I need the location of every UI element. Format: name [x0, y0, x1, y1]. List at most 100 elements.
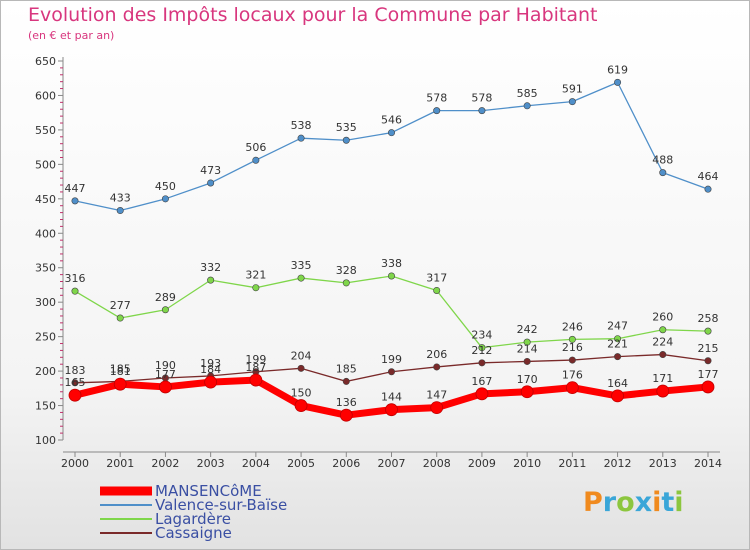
logo-letter: t — [661, 487, 675, 518]
legend-swatch — [100, 504, 152, 506]
data-point-cassaigne — [704, 357, 712, 365]
data-point-mansenc-me — [520, 385, 534, 399]
y-tick-label: 300 — [35, 296, 56, 309]
chart-subtitle: (en € et par an) — [28, 29, 115, 42]
data-point-valence-sur-ba-se — [659, 169, 667, 177]
y-tick-label: 350 — [35, 262, 56, 275]
y-tick-label: 150 — [35, 400, 56, 413]
data-label-cassaigne: 190 — [155, 359, 176, 372]
data-label-cassaigne: 204 — [291, 349, 312, 362]
data-point-lagard-re — [568, 335, 576, 343]
data-label-mansenc-me: 184 — [200, 363, 221, 376]
data-point-lagard-re — [433, 286, 441, 294]
data-label-lagard-re: 289 — [155, 291, 176, 304]
y-tick-label: 500 — [35, 158, 56, 171]
data-label-valence-sur-ba-se: 464 — [698, 170, 719, 183]
data-point-lagard-re — [704, 327, 712, 335]
data-point-lagard-re — [614, 335, 622, 343]
data-label-valence-sur-ba-se: 433 — [110, 192, 131, 205]
data-point-valence-sur-ba-se — [568, 98, 576, 106]
data-point-mansenc-me — [656, 384, 670, 398]
x-tick-label: 2005 — [287, 457, 315, 470]
data-label-valence-sur-ba-se: 538 — [291, 119, 312, 132]
data-point-cassaigne — [71, 379, 79, 387]
legend-item-lagard-re: Lagardère — [100, 512, 287, 527]
data-label-mansenc-me: 176 — [562, 369, 583, 382]
data-label-mansenc-me: 136 — [336, 396, 357, 409]
x-tick-label: 2012 — [604, 457, 632, 470]
data-point-cassaigne — [568, 356, 576, 364]
data-point-cassaigne — [387, 368, 395, 376]
data-point-mansenc-me — [430, 401, 444, 415]
legend-item-valence-sur-ba-se: Valence-sur-Baïse — [100, 498, 287, 513]
data-label-mansenc-me: 164 — [607, 377, 628, 390]
data-point-valence-sur-ba-se — [433, 107, 441, 115]
y-tick-label: 100 — [35, 434, 56, 447]
data-label-lagard-re: 260 — [652, 311, 673, 324]
data-label-lagard-re: 258 — [698, 312, 719, 325]
data-label-cassaigne: 193 — [200, 357, 221, 370]
data-label-mansenc-me: 170 — [517, 373, 538, 386]
data-label-mansenc-me: 147 — [426, 389, 447, 402]
chart-title: Evolution des Impôts locaux pour la Comm… — [28, 4, 598, 26]
data-point-mansenc-me — [249, 373, 263, 387]
x-tick-label: 2004 — [242, 457, 270, 470]
data-point-cassaigne — [614, 353, 622, 361]
data-point-valence-sur-ba-se — [704, 185, 712, 193]
legend-swatch — [100, 532, 152, 534]
data-label-lagard-re: 328 — [336, 264, 357, 277]
data-label-cassaigne: 215 — [698, 342, 719, 355]
data-label-lagard-re: 321 — [245, 269, 266, 282]
data-label-valence-sur-ba-se: 619 — [607, 63, 628, 76]
data-label-mansenc-me: 144 — [381, 391, 402, 404]
data-label-cassaigne: 224 — [652, 336, 673, 349]
data-label-mansenc-me: 187 — [245, 361, 266, 374]
data-point-mansenc-me — [68, 388, 82, 402]
data-point-lagard-re — [297, 274, 305, 282]
logo-letter: o — [616, 487, 635, 518]
data-point-lagard-re — [71, 287, 79, 295]
data-label-valence-sur-ba-se: 450 — [155, 180, 176, 193]
y-tick-label: 250 — [35, 331, 56, 344]
data-point-valence-sur-ba-se — [478, 107, 486, 115]
data-label-lagard-re: 234 — [471, 329, 492, 342]
data-label-valence-sur-ba-se: 591 — [562, 83, 583, 96]
data-label-lagard-re: 332 — [200, 261, 221, 274]
data-label-lagard-re: 335 — [291, 259, 312, 272]
data-point-valence-sur-ba-se — [342, 136, 350, 144]
logo-letter: i — [652, 487, 662, 518]
data-label-mansenc-me: 167 — [471, 375, 492, 388]
logo-letter: i — [674, 487, 684, 518]
data-label-valence-sur-ba-se: 535 — [336, 121, 357, 134]
data-label-cassaigne: 185 — [336, 362, 357, 375]
data-point-mansenc-me — [339, 408, 353, 422]
data-point-valence-sur-ba-se — [161, 195, 169, 203]
data-point-valence-sur-ba-se — [614, 78, 622, 86]
data-label-lagard-re: 246 — [562, 320, 583, 333]
data-label-valence-sur-ba-se: 578 — [471, 92, 492, 105]
data-point-mansenc-me — [294, 399, 308, 412]
data-label-mansenc-me: 165 — [65, 376, 86, 389]
data-label-valence-sur-ba-se: 447 — [65, 182, 86, 195]
data-point-lagard-re — [116, 314, 124, 322]
data-label-valence-sur-ba-se: 585 — [517, 87, 538, 100]
y-tick-label: 550 — [35, 124, 56, 137]
y-tick-label: 650 — [35, 55, 56, 68]
data-label-valence-sur-ba-se: 488 — [652, 154, 673, 167]
proxiti-logo: Proxiti — [583, 487, 684, 518]
data-point-lagard-re — [342, 279, 350, 287]
data-point-mansenc-me — [475, 387, 489, 401]
data-point-mansenc-me — [701, 380, 715, 394]
legend-label: Cassaigne — [155, 524, 232, 542]
data-label-mansenc-me: 181 — [110, 365, 131, 378]
legend-swatch — [100, 518, 152, 520]
data-point-cassaigne — [297, 364, 305, 372]
data-label-valence-sur-ba-se: 473 — [200, 164, 221, 177]
data-label-cassaigne: 199 — [381, 353, 402, 366]
data-point-cassaigne — [342, 377, 350, 385]
data-point-cassaigne — [433, 363, 441, 371]
data-label-valence-sur-ba-se: 546 — [381, 114, 402, 127]
data-label-cassaigne: 214 — [517, 342, 538, 355]
